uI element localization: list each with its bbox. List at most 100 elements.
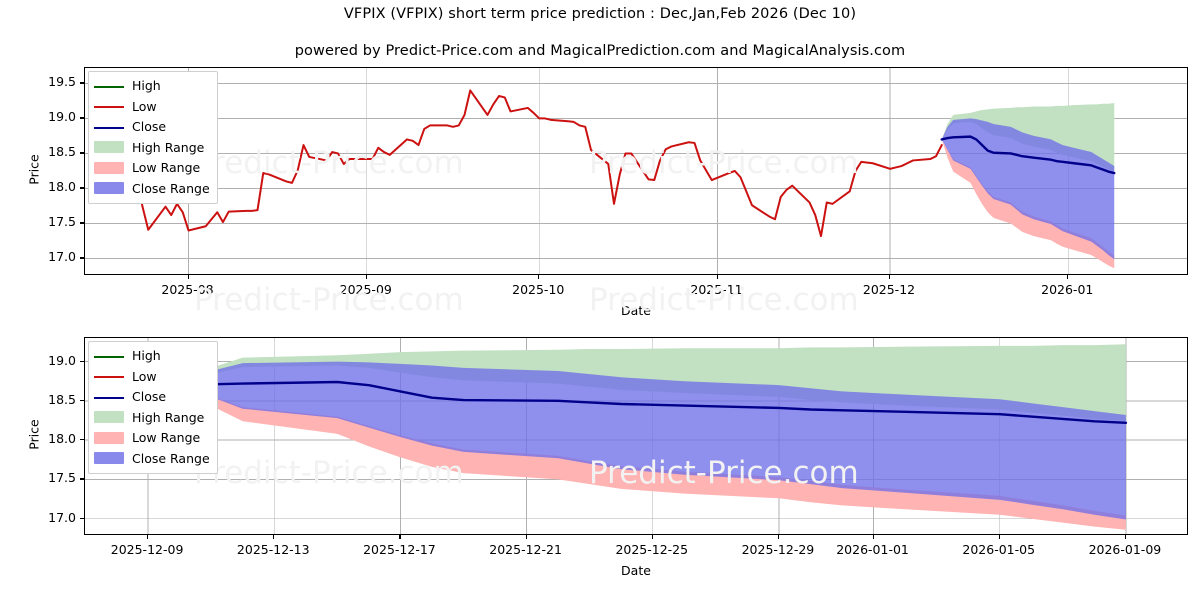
legend-swatch-fill xyxy=(94,161,124,174)
legend-item-label: High Range xyxy=(132,139,205,155)
x-tick-label: 2025-12-25 xyxy=(615,542,689,557)
legend-item-label: Close xyxy=(132,389,167,404)
legend-swatch-fill xyxy=(94,396,124,399)
x-tick-mark xyxy=(365,275,367,279)
legend-item-close-range[interactable]: Close Range xyxy=(94,179,210,200)
x-tick-mark xyxy=(187,275,189,279)
legend-patch-swatch xyxy=(94,141,124,154)
y-tick-label: 17.5 xyxy=(48,470,76,486)
legend-swatch-fill xyxy=(94,126,124,129)
legend-item-low[interactable]: Low xyxy=(94,97,210,118)
low-range-band xyxy=(941,139,1115,269)
legend-patch-swatch xyxy=(94,431,124,445)
y-tick-mark xyxy=(80,257,84,259)
legend-line-swatch xyxy=(94,350,124,363)
bottom-x-axis-label: Date xyxy=(621,563,651,578)
y-tick-label: 19.5 xyxy=(48,74,76,90)
legend-item-high-range[interactable]: High Range xyxy=(94,408,210,429)
legend-item-label: Close Range xyxy=(132,450,210,466)
x-tick-mark xyxy=(777,535,780,539)
y-tick-label: 18.0 xyxy=(48,179,76,195)
y-tick-label: 19.0 xyxy=(48,352,76,368)
x-tick-label: 2025-12-17 xyxy=(363,542,436,557)
y-tick-mark xyxy=(80,187,84,189)
legend-swatch-fill xyxy=(94,376,124,379)
y-tick-label: 18.0 xyxy=(48,431,76,447)
legend-item-high[interactable]: High xyxy=(94,346,210,367)
legend-item-low-range[interactable]: Low Range xyxy=(94,158,210,179)
y-tick-label: 17.0 xyxy=(48,249,76,265)
x-tick-label: 2025-12-13 xyxy=(236,542,310,557)
x-tick-mark xyxy=(525,535,527,539)
x-tick-mark xyxy=(1067,275,1069,279)
legend-line-swatch xyxy=(94,391,124,404)
x-tick-mark xyxy=(889,275,891,279)
legend-patch-swatch xyxy=(94,182,124,195)
low-history-line xyxy=(124,89,943,238)
legend-item-label: Low Range xyxy=(132,430,201,445)
y-tick-label: 17.0 xyxy=(48,509,76,525)
x-tick-label: 2026-01-09 xyxy=(1088,542,1162,557)
legend-item-label: Low Range xyxy=(132,160,201,175)
legend-item-low-range[interactable]: Low Range xyxy=(94,428,210,449)
legend-patch-swatch xyxy=(94,161,124,175)
top-plot-svg xyxy=(85,68,1187,274)
low-range-band xyxy=(179,385,1126,530)
legend-patch-swatch xyxy=(94,452,124,465)
legend-item-label: Close xyxy=(132,119,167,134)
x-tick-mark xyxy=(716,275,718,279)
legend-item-close[interactable]: Close xyxy=(94,117,210,138)
y-tick-mark xyxy=(80,517,84,519)
top-chart-legend[interactable]: High Low Close High Range Low Range Close Ran… xyxy=(88,71,218,204)
y-tick-mark xyxy=(80,439,84,441)
x-tick-label: 2025-12-21 xyxy=(489,542,562,557)
legend-swatch-fill xyxy=(94,85,124,88)
y-tick-mark xyxy=(80,117,84,119)
y-tick-label: 17.5 xyxy=(48,214,76,230)
x-tick-mark xyxy=(651,535,653,539)
legend-item-low[interactable]: Low xyxy=(94,367,210,388)
x-tick-label: 2025-12 xyxy=(862,282,916,297)
close-range-band xyxy=(941,118,1115,260)
close-forecast-line xyxy=(178,380,1128,425)
bottom-plot-svg xyxy=(85,338,1187,534)
legend-item-label: High xyxy=(132,348,161,363)
legend-swatch-fill xyxy=(94,431,124,444)
legend-item-close-range[interactable]: Close Range xyxy=(94,449,210,470)
x-tick-label: 2025-08 xyxy=(161,282,214,297)
legend-patch-swatch xyxy=(94,411,124,424)
page-subtitle: powered by Predict-Price.com and Magical… xyxy=(294,43,906,59)
legend-item-close[interactable]: Close xyxy=(94,387,210,408)
legend-line-swatch xyxy=(94,370,124,383)
x-tick-label: 2026-01 xyxy=(1041,282,1094,297)
x-tick-label: 2025-12-29 xyxy=(741,542,815,557)
legend-swatch-fill xyxy=(94,452,124,465)
bottom-chart-legend[interactable]: High Low Close High Range Low Range Close Ran… xyxy=(88,341,218,474)
legend-item-high[interactable]: High xyxy=(94,76,210,97)
x-tick-mark xyxy=(998,535,1000,539)
x-tick-label: 2025-11 xyxy=(690,282,743,297)
page-title: VFPIX (VFPIX) short term price predictio… xyxy=(343,6,857,22)
legend-item-high-range[interactable]: High Range xyxy=(94,138,210,159)
legend-item-label: Close Range xyxy=(132,180,210,196)
y-tick-label: 18.5 xyxy=(48,391,76,407)
y-tick-mark xyxy=(80,360,84,362)
x-tick-mark xyxy=(399,535,401,539)
x-tick-label: 2025-12-09 xyxy=(110,542,184,557)
legend-line-swatch xyxy=(94,100,124,113)
legend-item-label: High xyxy=(132,78,161,93)
legend-line-swatch xyxy=(94,121,124,134)
x-tick-label: 2026-01-05 xyxy=(962,542,1036,557)
legend-item-label: Low xyxy=(132,368,157,384)
y-tick-label: 19.0 xyxy=(48,109,76,125)
x-tick-label: 2025-09 xyxy=(339,282,392,297)
top-plot-area xyxy=(84,67,1188,275)
legend-item-label: High Range xyxy=(132,409,205,425)
y-tick-mark xyxy=(80,478,84,480)
legend-swatch-fill xyxy=(94,355,124,358)
x-tick-mark xyxy=(872,535,874,539)
legend-swatch-fill xyxy=(94,182,124,195)
